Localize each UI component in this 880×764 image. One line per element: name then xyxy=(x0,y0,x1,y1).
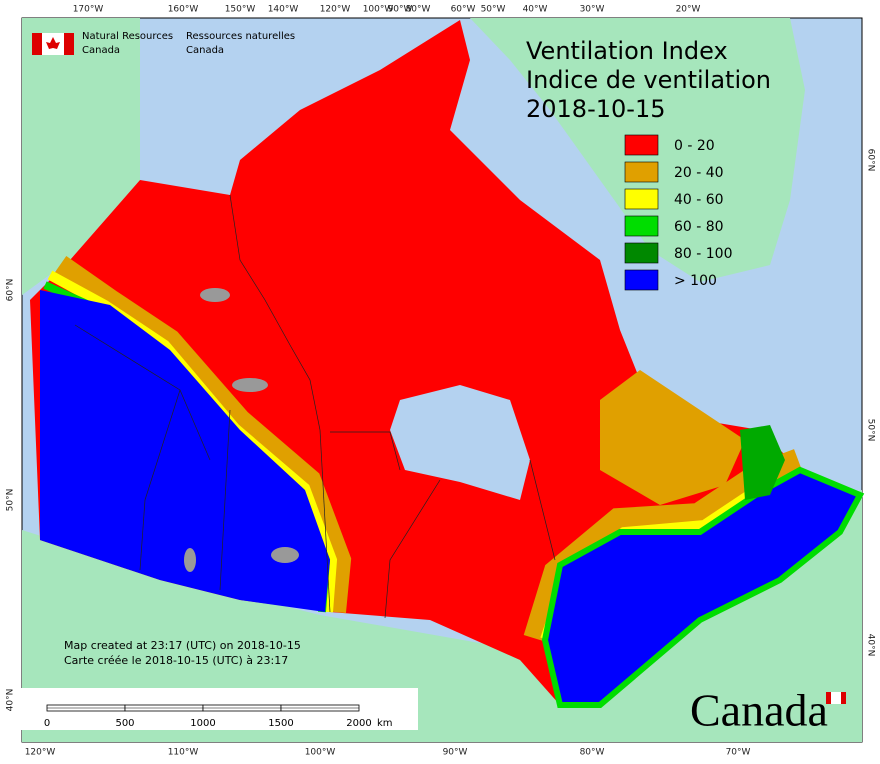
band-orange-west xyxy=(53,255,352,614)
legend-swatch xyxy=(624,215,659,237)
graticule-label: 90°W xyxy=(388,5,413,15)
graticule-label: 150°W xyxy=(225,5,256,15)
wordmark-flag xyxy=(831,692,841,704)
legend-label: 20 - 40 xyxy=(674,165,724,181)
legend-label: > 100 xyxy=(674,273,717,289)
graticule-label: 100°W xyxy=(363,5,394,15)
graticule-label: 140°W xyxy=(268,5,299,15)
scale-label: 1500 xyxy=(268,718,293,729)
graticule-label: 60°W xyxy=(451,5,476,15)
alaska xyxy=(22,18,140,295)
graticule-label: 80°W xyxy=(580,748,605,758)
zone-20-40-east xyxy=(600,370,745,505)
graticule-label: 170°W xyxy=(73,5,104,15)
scale-label: 2000 xyxy=(346,718,371,729)
org-fr: Canada xyxy=(186,45,224,56)
graticule-label: 60°N xyxy=(6,279,16,302)
lake xyxy=(200,288,230,302)
graticule-label: 40°W xyxy=(523,5,548,15)
border xyxy=(330,431,401,471)
borders xyxy=(74,194,556,619)
legend-swatch xyxy=(624,134,659,156)
scale-label: 500 xyxy=(115,718,134,729)
graticule-label: 40°N xyxy=(866,634,876,657)
org-en: Canada xyxy=(82,45,120,56)
usa xyxy=(22,490,862,742)
date: 2018-10-15 xyxy=(526,95,665,123)
flag-bar xyxy=(32,33,42,55)
zone-gt100-east xyxy=(541,466,865,708)
map-body xyxy=(21,17,865,743)
note: Map created at 23:17 (UTC) on 2018-10-15 xyxy=(64,639,301,652)
scale-unit: km xyxy=(377,718,393,729)
hudson-bay xyxy=(390,385,530,500)
graticule-label: 20°W xyxy=(676,5,701,15)
graticule-label: 30°W xyxy=(580,5,605,15)
flag-bar xyxy=(64,33,74,55)
logo: Natural Resources Canada Ressources natu… xyxy=(32,31,295,56)
border xyxy=(229,194,321,431)
zone-gt100-west xyxy=(40,290,330,612)
border xyxy=(139,389,181,571)
legend-label: 80 - 100 xyxy=(674,246,733,262)
graticule-label: 50°N xyxy=(866,419,876,442)
lakes xyxy=(184,288,299,572)
graticule-label: 50°N xyxy=(6,489,16,512)
title: Ventilation Index xyxy=(526,37,728,65)
legend-swatch xyxy=(624,188,659,210)
border xyxy=(219,409,231,591)
scale-label: 0 xyxy=(44,718,50,729)
border xyxy=(319,429,331,613)
graticule-label: 120°W xyxy=(320,5,351,15)
org-en: Natural Resources xyxy=(82,31,173,42)
legend-swatch xyxy=(624,269,659,291)
legend-label: 0 - 20 xyxy=(674,138,715,154)
wordmark-text: Canada xyxy=(690,685,828,736)
graticule-label: 60°N xyxy=(866,149,876,172)
graticule-label: 80°W xyxy=(406,5,431,15)
lake xyxy=(184,548,196,572)
graticule-label: 50°W xyxy=(481,5,506,15)
graticule-label: 70°W xyxy=(726,748,751,758)
title: Indice de ventilation xyxy=(526,66,771,94)
legend-label: 40 - 60 xyxy=(674,192,724,208)
graticule: 170°W 160°W 150°W 140°W 120°W 100°W90°W80°W 60… xyxy=(6,5,876,758)
graticule-label: 110°W xyxy=(168,748,199,758)
maple-leaf xyxy=(46,37,60,49)
zone-80-100-labrador xyxy=(740,425,785,500)
border xyxy=(384,479,441,619)
graticule-label: 160°W xyxy=(168,5,199,15)
lake xyxy=(271,547,299,563)
scale-bar: 0 500 1000 1500 2000 km xyxy=(18,688,418,730)
legend-swatch xyxy=(624,242,659,264)
legend-swatch xyxy=(624,161,659,183)
lake xyxy=(232,378,268,392)
legend-label: 60 - 80 xyxy=(674,219,724,235)
graticule-label: 120°W xyxy=(25,748,56,758)
legend: 0 - 20 20 - 40 40 - 60 60 - 80 80 - 100 > 100 xyxy=(624,134,733,291)
graticule-label: 90°W xyxy=(443,748,468,758)
note: Carte créée le 2018-10-15 (UTC) à 23:17 xyxy=(64,654,288,667)
graticule-label: 40°N xyxy=(6,689,16,712)
graticule-label: 100°W xyxy=(305,748,336,758)
org-fr: Ressources naturelles xyxy=(186,31,295,42)
scale-label: 1000 xyxy=(190,718,215,729)
wordmark: Canada xyxy=(690,685,846,736)
border xyxy=(529,459,556,561)
